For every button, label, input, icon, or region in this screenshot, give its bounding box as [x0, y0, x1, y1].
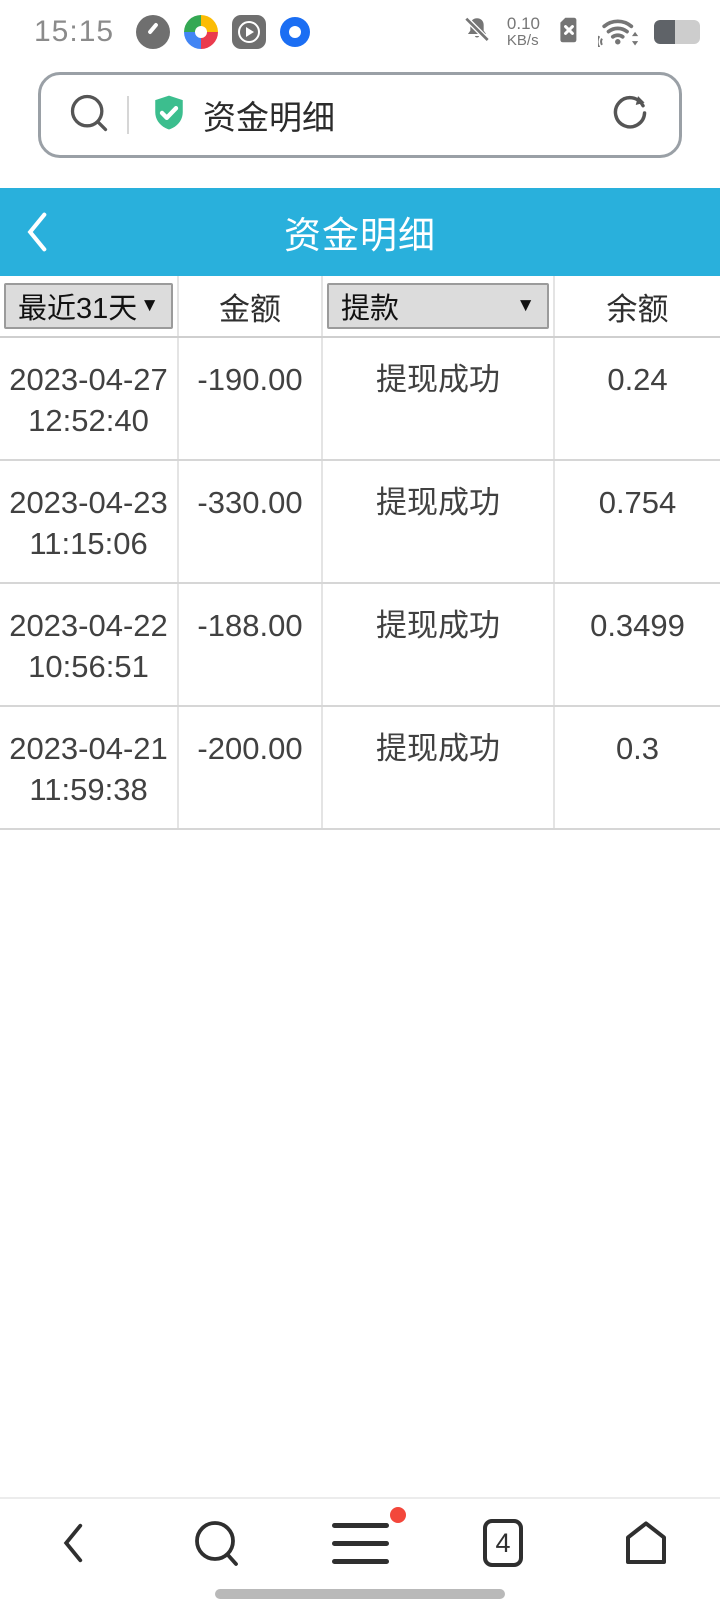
gauge-icon	[136, 15, 171, 49]
network-speed-value: 0.10	[506, 14, 540, 34]
cell-balance: 0.3499	[555, 584, 720, 705]
table-row: 2023-04-27 12:52:40 -190.00 提现成功 0.24	[0, 338, 720, 461]
row-time: 12:52:40	[28, 403, 149, 438]
table-row: 2023-04-23 11:15:06 -330.00 提现成功 0.754	[0, 461, 720, 584]
sim-no-service-icon	[554, 14, 584, 51]
cell-balance: 0.754	[555, 461, 720, 582]
cell-status: 提现成功	[323, 707, 555, 828]
row-time: 11:59:38	[29, 772, 148, 807]
date-range-select-value: 最近31天	[18, 293, 138, 325]
cell-status: 提现成功	[323, 461, 555, 582]
row-amount: -200.00	[197, 731, 303, 766]
balance-column-label: 余额	[606, 291, 669, 327]
network-speed: 0.10 KB/s	[507, 15, 540, 49]
page-header: 资金明细	[0, 188, 720, 276]
tabs-icon: 4	[483, 1519, 523, 1567]
search-icon	[67, 91, 111, 140]
clock: 15:15	[34, 15, 115, 48]
nav-home-button[interactable]	[616, 1515, 676, 1571]
pinwheel-icon	[184, 15, 219, 49]
cell-amount: -188.00	[179, 584, 323, 705]
browser-url-bar[interactable]: 资金明细	[38, 72, 682, 158]
cell-datetime: 2023-04-23 11:15:06	[0, 461, 179, 582]
cell-amount: -330.00	[179, 461, 323, 582]
url-bar-text[interactable]: 资金明细	[203, 99, 335, 136]
refresh-icon[interactable]	[607, 90, 653, 141]
network-speed-unit: KB/s	[506, 32, 539, 50]
cell-datetime: 2023-04-27 12:52:40	[0, 338, 179, 459]
row-status: 提现成功	[376, 608, 500, 643]
menu-icon	[331, 1522, 389, 1564]
cell-balance: 0.24	[555, 338, 720, 459]
type-select[interactable]: 提款 ▼	[327, 283, 549, 329]
header-cell-type: 提款 ▼	[323, 276, 555, 336]
cell-amount: -190.00	[179, 338, 323, 459]
notification-dot	[390, 1507, 406, 1523]
cell-datetime: 2023-04-21 11:59:38	[0, 707, 179, 828]
chevron-down-icon: ▼	[140, 295, 159, 316]
date-range-select[interactable]: 最近31天 ▼	[4, 283, 173, 329]
table-row: 2023-04-22 10:56:51 -188.00 提现成功 0.3499	[0, 584, 720, 707]
row-status: 提现成功	[376, 485, 500, 520]
row-amount: -190.00	[197, 362, 303, 397]
row-date: 2023-04-23	[9, 485, 168, 520]
status-bar: 15:15 0.10 KB/s	[0, 0, 720, 64]
row-date: 2023-04-21	[9, 731, 168, 766]
row-status: 提现成功	[376, 731, 500, 766]
nav-search-button[interactable]	[187, 1515, 247, 1571]
row-balance: 0.3	[615, 731, 660, 766]
table-row: 2023-04-21 11:59:38 -200.00 提现成功 0.3	[0, 707, 720, 830]
table-header-row: 最近31天 ▼ 金额 提款 ▼ 余额	[0, 276, 720, 338]
browser-bottom-nav: 4	[0, 1497, 720, 1600]
shield-verified-icon[interactable]	[147, 91, 191, 140]
header-cell-date: 最近31天 ▼	[0, 276, 179, 336]
type-select-value: 提款	[341, 293, 400, 325]
row-balance: 0.754	[598, 485, 677, 520]
gesture-navigation-handle[interactable]	[215, 1589, 505, 1599]
bell-muted-icon	[461, 14, 493, 51]
blue-dot-app-icon	[280, 17, 311, 47]
cell-amount: -200.00	[179, 707, 323, 828]
amount-column-label: 金额	[219, 291, 281, 327]
cell-balance: 0.3	[555, 707, 720, 828]
nav-tabs-button[interactable]: 4	[473, 1515, 533, 1571]
header-cell-balance: 余额	[555, 276, 720, 336]
row-balance: 0.3499	[590, 608, 685, 643]
row-amount: -188.00	[197, 608, 303, 643]
header-cell-amount: 金额	[179, 276, 323, 336]
status-bar-left: 15:15	[34, 15, 311, 49]
nav-menu-button[interactable]	[330, 1507, 406, 1571]
row-status: 提现成功	[376, 362, 500, 397]
battery-icon	[654, 20, 700, 44]
row-time: 10:56:51	[28, 649, 149, 684]
wifi-icon	[596, 13, 640, 52]
funds-table: 最近31天 ▼ 金额 提款 ▼ 余额 2023-04-27 12:52:40	[0, 276, 720, 830]
status-bar-right: 0.10 KB/s	[461, 13, 700, 52]
back-icon[interactable]	[18, 210, 58, 254]
nav-back-button[interactable]	[44, 1515, 104, 1571]
tab-count: 4	[495, 1527, 511, 1558]
row-time: 11:15:06	[29, 526, 148, 561]
chevron-down-icon: ▼	[516, 295, 535, 316]
cell-datetime: 2023-04-22 10:56:51	[0, 584, 179, 705]
page-title: 资金明细	[284, 215, 436, 256]
divider	[127, 96, 129, 134]
row-date: 2023-04-27	[9, 362, 168, 397]
cell-status: 提现成功	[323, 584, 555, 705]
row-amount: -330.00	[197, 485, 303, 520]
play-app-icon	[232, 15, 267, 49]
cell-status: 提现成功	[323, 338, 555, 459]
row-balance: 0.24	[607, 362, 668, 397]
row-date: 2023-04-22	[9, 608, 168, 643]
